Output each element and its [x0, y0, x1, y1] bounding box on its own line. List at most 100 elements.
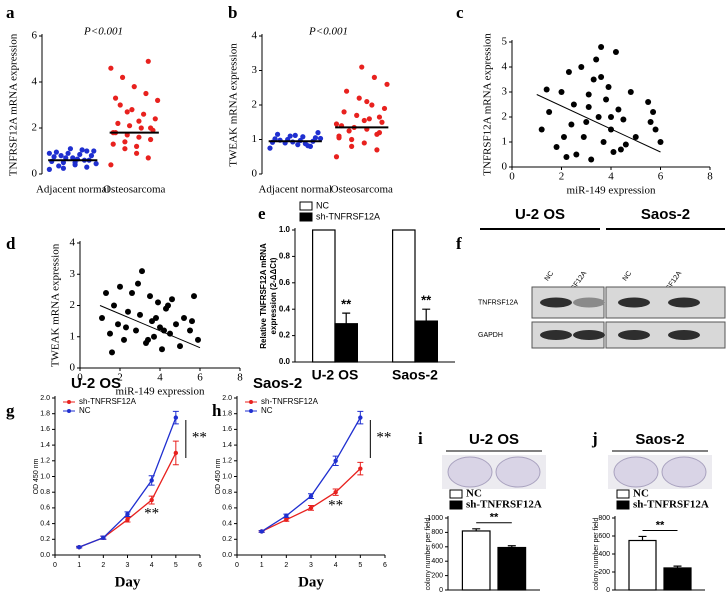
marker [358, 466, 363, 471]
legend-label: sh-TNFRSF12A [466, 499, 542, 511]
data-point [317, 135, 324, 142]
marker [149, 497, 154, 503]
data-point [151, 333, 157, 340]
data-point [117, 102, 123, 108]
data-point [129, 107, 135, 113]
y-tick-label: 0 [32, 168, 38, 180]
data-point [274, 131, 281, 137]
y-tick-label: 0 [252, 168, 258, 180]
marker [308, 493, 314, 499]
y-tick-label: 1.8 [222, 411, 232, 418]
data-point [620, 116, 627, 123]
y-tick-label: 2 [252, 99, 258, 111]
data-point [187, 327, 193, 334]
chart-title: U-2 OS [71, 375, 121, 392]
data-point [305, 143, 311, 149]
x-tick-label: 0 [77, 372, 83, 384]
x-tick-label: 0 [235, 562, 239, 569]
data-point [46, 166, 52, 172]
data-point [598, 74, 605, 80]
error-bar [472, 528, 481, 531]
data-point [126, 123, 133, 129]
legend-label: NC [79, 406, 91, 415]
marker [125, 511, 130, 517]
y-tick-label: 4 [32, 76, 38, 88]
x-axis-label: Day [298, 574, 324, 590]
data-point [53, 149, 59, 155]
x-tick-label: Osteosarcoma [331, 184, 393, 196]
group-label: U-2 OS [515, 206, 565, 223]
x-tick-label: 4 [334, 562, 338, 569]
data-point [107, 330, 113, 337]
data-point [143, 90, 149, 97]
y-tick-label: 1 [502, 136, 508, 148]
data-point [605, 84, 612, 90]
data-point [553, 144, 560, 150]
data-point [115, 120, 121, 126]
marker [259, 529, 264, 534]
data-point [645, 99, 652, 105]
data-point [617, 146, 624, 153]
data-point [122, 139, 128, 145]
data-point [88, 153, 95, 159]
y-tick-label: 1.2 [40, 458, 50, 465]
significance: ** [328, 498, 343, 514]
x-tick-label: 4 [608, 171, 614, 183]
legend-marker [67, 400, 71, 404]
x-tick-label: 2 [101, 562, 105, 569]
data-point [374, 131, 380, 137]
chart-title: Saos-2 [253, 375, 302, 392]
data-point [538, 126, 545, 133]
y-tick-label: 0.4 [40, 520, 50, 527]
significance: ** [144, 505, 159, 521]
data-point [67, 146, 74, 152]
data-point [147, 293, 153, 300]
data-point [588, 156, 595, 163]
y-tick-label: 800 [598, 515, 610, 522]
y-tick-label: 1 [252, 133, 258, 145]
y-tick-label: 0.4 [279, 304, 291, 313]
data-point [131, 84, 137, 90]
y-tick-label: 1.4 [222, 442, 232, 449]
data-point [267, 145, 273, 151]
data-point [361, 140, 367, 146]
marker [76, 544, 82, 550]
data-point [364, 98, 370, 105]
data-point [312, 135, 319, 141]
legend-label: NC [633, 488, 649, 500]
data-point [51, 154, 57, 160]
data-point [135, 280, 141, 287]
data-point [349, 143, 355, 149]
legend-label: NC [316, 200, 329, 210]
data-point [349, 136, 355, 143]
data-point [195, 336, 201, 343]
y-tick-label: 0.6 [40, 505, 50, 512]
data-point [568, 121, 575, 128]
x-tick-label: 6 [198, 562, 202, 569]
data-point [578, 64, 585, 70]
data-point [573, 151, 580, 158]
legend-swatch [449, 500, 463, 510]
data-point [272, 136, 278, 142]
panel-letter: e [258, 204, 266, 223]
data-point [133, 143, 140, 149]
x-tick-label: 3 [126, 562, 130, 569]
data-point [145, 155, 151, 161]
bar [497, 546, 527, 591]
data-point [165, 302, 171, 309]
x-tick-label: 2 [284, 562, 288, 569]
marker [125, 517, 130, 522]
bar [334, 323, 358, 363]
data-point [598, 44, 605, 50]
x-tick-label: 1 [77, 562, 81, 569]
y-tick-label: 1.4 [40, 442, 50, 449]
data-point [341, 109, 347, 115]
y-tick-label: 0.6 [279, 278, 291, 287]
x-tick-label: 3 [309, 562, 313, 569]
significance: ** [421, 293, 432, 308]
y-tick-label: 1 [70, 330, 76, 342]
y-tick-label: 200 [598, 569, 610, 576]
x-tick-label: 2 [117, 372, 123, 384]
y-tick-label: 1.6 [40, 426, 50, 433]
y-tick-label: 400 [598, 551, 610, 558]
